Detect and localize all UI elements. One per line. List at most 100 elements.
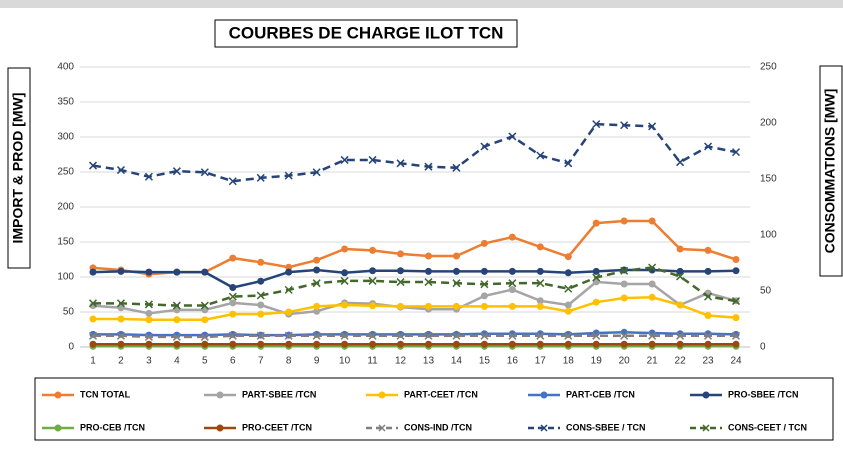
marker bbox=[452, 302, 460, 310]
marker bbox=[592, 273, 601, 282]
marker bbox=[369, 302, 377, 310]
x-tick-label: 9 bbox=[314, 356, 320, 367]
y-tick-label: 150 bbox=[57, 237, 74, 248]
marker bbox=[620, 266, 629, 275]
marker bbox=[620, 280, 628, 288]
legend-label: TCN TOTAL bbox=[80, 389, 131, 399]
marker bbox=[117, 340, 125, 348]
y2-tick-label: 250 bbox=[760, 62, 777, 73]
marker bbox=[172, 301, 181, 310]
marker bbox=[229, 299, 237, 307]
legend-marker bbox=[378, 424, 386, 432]
x-tick-label: 13 bbox=[423, 356, 435, 367]
marker bbox=[341, 301, 349, 309]
marker bbox=[256, 331, 265, 340]
y-label-box bbox=[7, 67, 31, 269]
marker bbox=[88, 299, 98, 308]
marker bbox=[508, 340, 516, 348]
marker bbox=[284, 285, 293, 294]
y2-tick-label: 150 bbox=[760, 174, 777, 185]
marker bbox=[172, 332, 181, 341]
marker bbox=[201, 268, 209, 276]
marker bbox=[312, 279, 321, 288]
x-tick-label: 10 bbox=[339, 356, 351, 367]
marker bbox=[480, 239, 488, 247]
marker bbox=[117, 267, 125, 275]
marker bbox=[564, 253, 572, 261]
series-line bbox=[93, 266, 737, 307]
marker bbox=[145, 340, 153, 348]
marker bbox=[648, 340, 656, 348]
x-tick-label: 20 bbox=[619, 356, 631, 367]
marker bbox=[257, 310, 265, 318]
marker bbox=[313, 256, 321, 264]
marker bbox=[397, 267, 405, 275]
title-box bbox=[214, 19, 518, 48]
x-tick-label: 7 bbox=[258, 356, 264, 367]
marker bbox=[536, 331, 545, 340]
legend-marker bbox=[216, 424, 224, 432]
y-tick-label: 0 bbox=[68, 342, 74, 353]
marker bbox=[676, 301, 684, 309]
marker bbox=[676, 158, 685, 167]
marker bbox=[536, 340, 544, 348]
marker bbox=[704, 142, 713, 151]
x-tick-label: 3 bbox=[146, 356, 152, 367]
x-tick-label: 8 bbox=[286, 356, 292, 367]
legend-label: PRO-CEB /TCN bbox=[80, 422, 145, 432]
marker bbox=[536, 243, 544, 251]
legend-label: PART-CEB /TCN bbox=[566, 389, 635, 399]
marker bbox=[592, 340, 600, 348]
marker bbox=[564, 307, 572, 315]
marker bbox=[424, 330, 432, 338]
x-tick-label: 19 bbox=[591, 356, 603, 367]
x-tick-label: 18 bbox=[563, 356, 575, 367]
y-tick-label: 50 bbox=[63, 307, 75, 318]
marker bbox=[313, 266, 321, 274]
marker bbox=[144, 172, 153, 181]
legend-label: PRO-CEET /TCN bbox=[242, 422, 312, 432]
marker bbox=[732, 314, 740, 322]
marker bbox=[228, 177, 237, 186]
marker bbox=[704, 267, 712, 275]
marker bbox=[536, 279, 545, 288]
series-line bbox=[92, 122, 737, 183]
marker bbox=[369, 340, 377, 348]
series-line bbox=[92, 219, 737, 276]
marker bbox=[396, 159, 405, 168]
marker bbox=[313, 302, 321, 310]
marker bbox=[508, 286, 516, 294]
x-tick-label: 11 bbox=[367, 356, 378, 367]
series-line bbox=[92, 280, 737, 316]
marker bbox=[620, 331, 629, 340]
marker bbox=[480, 292, 488, 300]
marker bbox=[731, 297, 741, 306]
marker bbox=[648, 122, 657, 131]
marker bbox=[732, 256, 740, 263]
marker bbox=[116, 299, 125, 308]
x-tick-label: 4 bbox=[174, 356, 180, 367]
marker bbox=[704, 331, 713, 340]
marker bbox=[368, 276, 377, 285]
marker bbox=[592, 219, 600, 227]
marker bbox=[284, 331, 293, 340]
x-tick-label: 5 bbox=[202, 356, 208, 367]
y2-label-box bbox=[819, 65, 843, 277]
series-line bbox=[92, 268, 737, 289]
marker bbox=[200, 301, 209, 310]
legend-marker bbox=[540, 424, 548, 432]
marker bbox=[592, 267, 600, 275]
marker bbox=[452, 267, 460, 275]
y2-tick-label: 100 bbox=[760, 230, 777, 241]
marker bbox=[396, 331, 405, 340]
legend-box bbox=[34, 377, 834, 441]
marker bbox=[313, 307, 321, 315]
x-tick-label: 15 bbox=[479, 356, 491, 367]
marker bbox=[145, 268, 153, 276]
x-tick-label: 6 bbox=[230, 356, 236, 367]
marker bbox=[480, 142, 489, 151]
marker bbox=[229, 330, 237, 338]
marker bbox=[452, 331, 461, 340]
marker bbox=[508, 132, 517, 141]
x-tick-label: 16 bbox=[507, 356, 519, 367]
